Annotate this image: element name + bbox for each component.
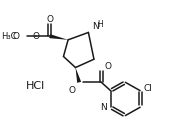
Text: H: H — [98, 20, 103, 29]
Text: O: O — [104, 62, 111, 71]
Text: N: N — [100, 103, 107, 112]
Polygon shape — [75, 68, 81, 83]
Text: O: O — [68, 86, 75, 95]
Text: H₃C: H₃C — [1, 32, 16, 41]
Text: O: O — [46, 15, 53, 24]
Text: N: N — [92, 22, 99, 31]
Text: Cl: Cl — [144, 84, 153, 93]
Text: O: O — [32, 32, 39, 41]
Text: O: O — [12, 32, 19, 41]
Text: HCl: HCl — [26, 81, 45, 91]
Polygon shape — [49, 34, 68, 40]
